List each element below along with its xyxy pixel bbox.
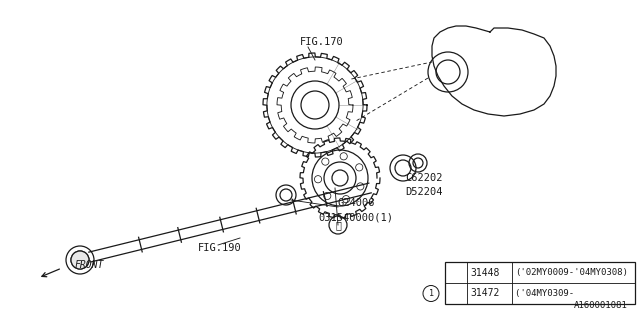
Text: A160001081: A160001081 <box>574 300 628 309</box>
Text: D52204: D52204 <box>405 187 442 197</box>
Text: 1: 1 <box>429 289 433 298</box>
Bar <box>445 262 635 304</box>
Text: 31472: 31472 <box>470 289 499 299</box>
Text: 031540000(1): 031540000(1) <box>318 213 393 223</box>
Text: G24006: G24006 <box>338 198 376 208</box>
Text: 31448: 31448 <box>470 268 499 277</box>
Text: FRONT: FRONT <box>75 260 104 270</box>
Text: FIG.170: FIG.170 <box>300 37 344 47</box>
Text: ('02MY0009-'04MY0308): ('02MY0009-'04MY0308) <box>515 268 628 277</box>
Text: C62202: C62202 <box>405 173 442 183</box>
Text: ①: ① <box>335 220 341 230</box>
Text: ('04MY0309-              ): ('04MY0309- ) <box>515 289 640 298</box>
Text: FIG.190: FIG.190 <box>198 243 242 253</box>
Circle shape <box>71 251 89 269</box>
